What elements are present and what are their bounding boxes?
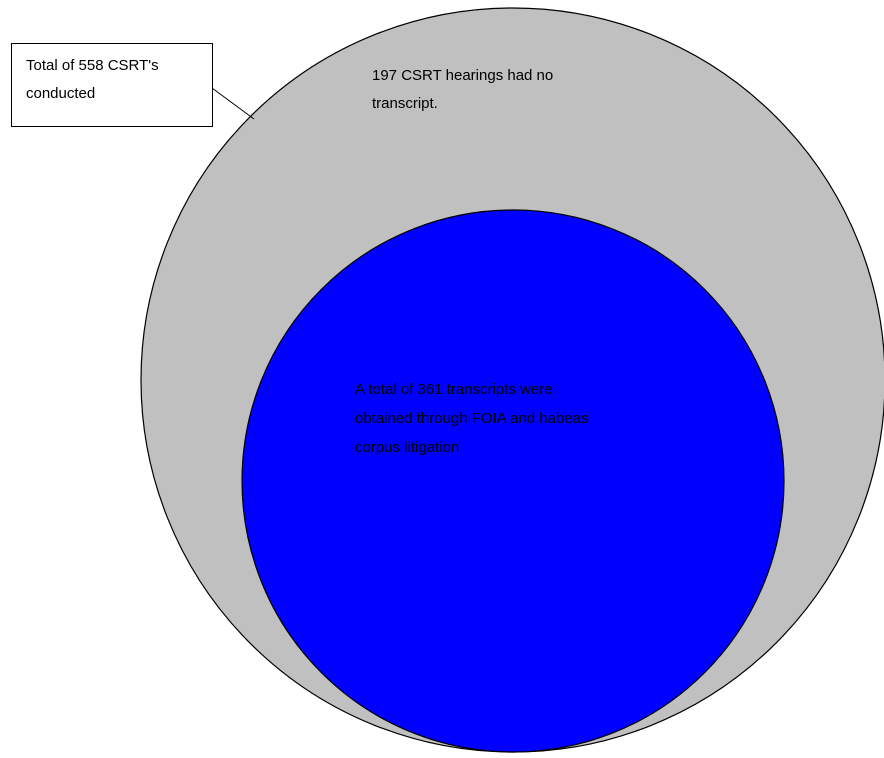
outer-circle-label-line: transcript. [372, 95, 438, 112]
inner-circle-label-line: A total of 361 transcripts were [355, 381, 553, 398]
inner-circle-transcripts-obtained [241, 209, 785, 753]
callout-label-line: conducted [26, 85, 95, 102]
inner-circle-label-line: corpus litigation [355, 439, 459, 456]
callout-box [11, 43, 213, 127]
inner-circle-label: A total of 361 transcripts were obtained… [355, 381, 593, 456]
callout-leader-line [211, 87, 255, 120]
callout-label: Total of 558 CSRT's conducted [26, 57, 163, 102]
outer-circle-label: 197 CSRT hearings had no transcript. [372, 67, 557, 112]
callout-label-line: Total of 558 CSRT's [26, 57, 159, 74]
outer-circle-label-line: 197 CSRT hearings had no [372, 67, 553, 84]
inner-circle-label-line: obtained through FOIA and habeas [355, 410, 589, 427]
